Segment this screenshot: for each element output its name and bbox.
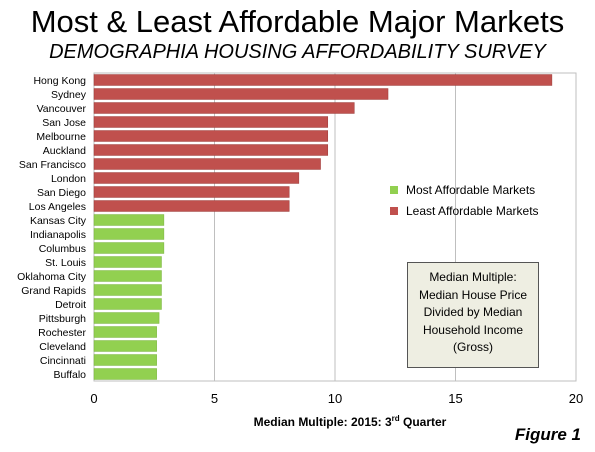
bar-san-francisco [93,158,321,170]
bar-hong-kong [93,74,553,86]
bar-london [93,172,300,184]
bar-vancouver [93,102,355,114]
x-axis-label-main: Median Multiple: 2015: 3 [253,415,392,429]
chart-subtitle: DEMOGRAPHIA HOUSING AFFORDABILITY SURVEY [49,41,546,63]
legend-swatch-least [390,207,398,215]
bar-auckland [93,144,329,156]
category-label: Kansas City [30,215,87,227]
category-label: St. Louis [45,257,86,269]
category-label: Oklahoma City [17,271,87,283]
bar-oklahoma-city [93,270,162,282]
legend-label-most: Most Affordable Markets [406,183,536,197]
note-line-1: Median Multiple: [429,270,517,284]
bar-grand-rapids [93,284,162,296]
note-line-3: Divided by Median [423,305,523,319]
category-label: Rochester [38,327,86,339]
x-tick-label: 10 [328,391,342,406]
bar-sydney [93,88,389,100]
bar-los-angeles [93,200,290,212]
bars-group [93,74,553,380]
bar-cincinnati [93,354,157,366]
category-label: Columbus [39,243,86,255]
median-multiple-note: Median Multiple: Median House Price Divi… [407,262,539,368]
category-label: Los Angeles [29,201,86,213]
category-label: Cleveland [39,341,86,353]
category-label: Detroit [55,299,86,311]
note-line-5: (Gross) [453,340,493,354]
figure-label: Figure 1 [514,425,581,444]
chart-title: Most & Least Affordable Major Markets [30,4,565,39]
bar-san-jose [93,116,329,128]
category-label: Melbourne [36,131,86,143]
bar-kansas-city [93,214,165,226]
category-label: Vancouver [37,103,87,115]
bar-st-louis [93,256,162,268]
bar-indianapolis [93,228,165,240]
x-axis-label: Median Multiple: 2015: 3rd Quarter [200,414,500,429]
legend-swatch-most [390,186,398,194]
category-labels: Hong Kong Sydney Vancouver San Jose Melbourn… [17,75,87,381]
bar-cleveland [93,340,157,352]
category-label: San Jose [42,117,86,129]
x-tick-label: 5 [211,391,218,406]
category-label: Auckland [43,145,86,157]
category-label: Grand Rapids [21,285,86,297]
bar-san-diego [93,186,290,198]
note-line-4: Household Income [422,322,524,337]
bar-detroit [93,298,162,310]
bar-rochester [93,326,157,338]
category-label: Hong Kong [33,75,86,87]
x-tick-label: 20 [569,391,583,406]
category-label: Sydney [51,89,87,101]
x-tick-label: 15 [448,391,462,406]
chart-legend: Most Affordable Markets Least Affordable… [384,178,570,222]
x-tick-labels: 0 5 10 15 20 [90,391,583,406]
category-label: Pittsburgh [39,313,86,325]
category-label: San Diego [37,187,86,199]
category-label: Indianapolis [30,229,86,241]
note-line-2: Median House Price [418,287,528,302]
bar-melbourne [93,130,329,142]
bar-pittsburgh [93,312,160,324]
category-label: London [51,173,86,185]
legend-label-least: Least Affordable Markets [406,204,539,218]
legend-item-most: Most Affordable Markets [384,181,570,199]
category-label: Buffalo [54,369,87,381]
category-label: San Francisco [19,159,86,171]
x-axis-label-end: Quarter [399,415,447,429]
bar-columbus [93,242,165,254]
legend-item-least: Least Affordable Markets [384,202,570,220]
category-label: Cincinnati [40,355,86,367]
x-axis-label-sup: rd [391,414,400,423]
x-tick-label: 0 [90,391,97,406]
bar-buffalo [93,368,157,380]
